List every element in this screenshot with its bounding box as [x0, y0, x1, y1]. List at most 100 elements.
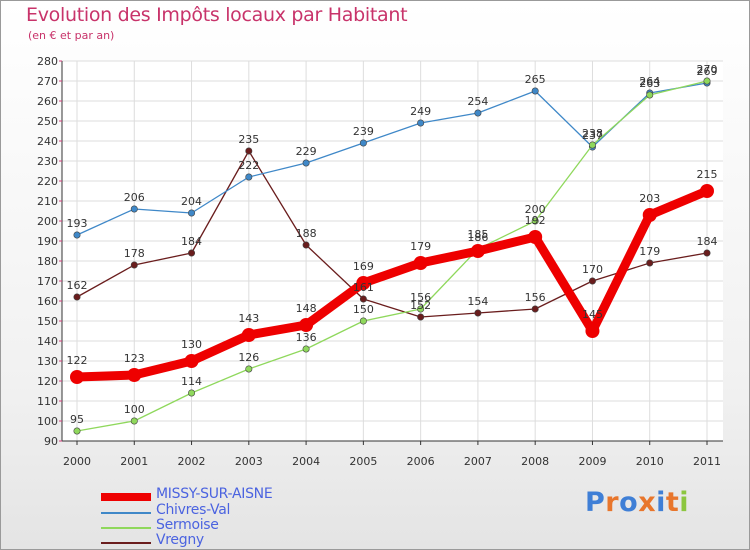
data-label: 206	[124, 191, 145, 204]
y-tick-label: 220	[37, 175, 58, 188]
y-tick-label: 230	[37, 155, 58, 168]
data-label: 229	[296, 145, 317, 158]
data-label: 161	[353, 281, 374, 294]
x-tick-label: 2003	[235, 455, 263, 468]
x-tick-label: 2008	[521, 455, 549, 468]
data-point	[184, 354, 199, 368]
data-point	[188, 389, 196, 397]
data-point	[359, 295, 367, 303]
data-label: 186	[467, 231, 488, 244]
data-label: 154	[467, 295, 488, 308]
legend-label-chivres: Chivres-Val	[156, 502, 231, 518]
logo-letter: i	[679, 487, 690, 518]
data-point	[588, 141, 596, 149]
data-label: 179	[410, 240, 431, 253]
series-line	[76, 82, 708, 236]
data-label: 200	[525, 203, 546, 216]
x-tick-label: 2002	[178, 455, 206, 468]
data-label: 270	[697, 63, 718, 76]
data-point	[245, 365, 253, 373]
x-tick-label: 2009	[578, 455, 606, 468]
data-label: 204	[181, 195, 202, 208]
data-point	[703, 77, 711, 85]
logo-letter: o	[619, 487, 639, 518]
data-point	[359, 317, 367, 325]
x-tick-label: 2006	[407, 455, 435, 468]
data-label: 136	[296, 331, 317, 344]
y-tick-label: 90	[44, 435, 58, 448]
data-label: 254	[467, 95, 488, 108]
data-point	[241, 328, 256, 342]
data-point	[531, 87, 539, 95]
data-label: 122	[67, 354, 88, 367]
x-tick-label: 2001	[120, 455, 148, 468]
data-point	[70, 370, 84, 384]
data-point	[528, 230, 543, 244]
data-point	[703, 249, 711, 257]
logo-letter: x	[638, 487, 657, 518]
data-point	[359, 139, 367, 147]
data-point	[73, 231, 81, 239]
y-tick-label: 250	[37, 115, 58, 128]
y-tick-label: 140	[37, 335, 58, 348]
x-tick-label: 2007	[464, 455, 492, 468]
chart-subtitle: (en € et par an)	[28, 29, 115, 42]
y-tick-label: 170	[37, 275, 58, 288]
data-label: 169	[353, 260, 374, 273]
data-label: 184	[697, 235, 718, 248]
data-point	[245, 147, 253, 155]
data-label: 143	[238, 312, 259, 325]
data-label: 235	[238, 133, 259, 146]
legend-swatch-missy	[101, 493, 151, 501]
data-point	[245, 173, 253, 181]
data-point	[188, 249, 196, 257]
logo-letter: P	[585, 487, 606, 518]
y-tick-label: 160	[37, 295, 58, 308]
data-point	[302, 345, 310, 353]
data-label: 188	[296, 227, 317, 240]
y-tick-label: 260	[37, 95, 58, 108]
data-point	[302, 241, 310, 249]
data-point	[646, 259, 654, 267]
data-point	[130, 417, 138, 425]
y-tick-label: 150	[37, 315, 58, 328]
legend-swatch-sermoise	[101, 527, 151, 529]
data-label: 239	[353, 125, 374, 138]
data-label: 238	[582, 127, 603, 140]
chart-title: Evolution des Impôts locaux par Habitant	[26, 4, 408, 26]
data-point	[73, 427, 81, 435]
data-label: 156	[525, 291, 546, 304]
data-label: 114	[181, 375, 202, 388]
legend-label-sermoise: Sermoise	[156, 517, 219, 533]
data-point	[188, 209, 196, 217]
y-tick-label: 130	[37, 355, 58, 368]
data-point	[531, 217, 539, 225]
y-tick-label: 190	[37, 235, 58, 248]
data-label: 185	[467, 228, 488, 241]
data-label: 123	[124, 352, 145, 365]
data-label: 264	[639, 75, 660, 88]
data-label: 179	[639, 245, 660, 258]
x-tick-label: 2010	[636, 455, 664, 468]
y-tick-label: 120	[37, 375, 58, 388]
plot-area	[62, 61, 723, 441]
legend-label-missy: MISSY-SUR-AISNE	[156, 486, 273, 502]
data-label: 192	[525, 214, 546, 227]
data-label: 249	[410, 105, 431, 118]
legend-swatch-vregny	[101, 542, 151, 544]
data-point	[474, 309, 482, 317]
y-tick-label: 240	[37, 135, 58, 148]
data-label: 130	[181, 338, 202, 351]
data-point	[531, 305, 539, 313]
data-point	[73, 293, 81, 301]
series-line	[76, 150, 708, 318]
data-point	[588, 277, 596, 285]
data-label: 184	[181, 235, 202, 248]
data-label: 150	[353, 303, 374, 316]
series-line	[76, 80, 708, 432]
data-point	[413, 256, 428, 270]
data-point	[642, 208, 657, 222]
data-label: 170	[582, 263, 603, 276]
data-point	[417, 305, 425, 313]
